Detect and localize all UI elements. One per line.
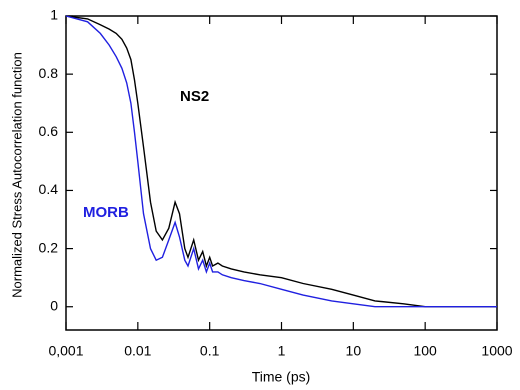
y-tick-label: 0.2 <box>39 239 59 255</box>
x-tick-label: 1 <box>278 343 286 359</box>
x-tick-label: 0.1 <box>200 343 220 359</box>
series-line <box>65 15 497 308</box>
x-tick-label: 0.01 <box>124 343 151 359</box>
plot-frame <box>65 15 498 331</box>
series-label: MORB <box>83 204 129 221</box>
y-tick-label: 0 <box>50 297 58 313</box>
y-tick-label: 1 <box>50 7 58 23</box>
y-tick-label: 0.8 <box>39 65 59 81</box>
series-label: NS2 <box>180 88 209 105</box>
y-tick-label: 0.4 <box>39 181 59 197</box>
x-tick-label: 1000 <box>481 343 512 359</box>
y-tick-label: 0.6 <box>39 123 59 139</box>
x-tick-label: 0,001 <box>48 343 83 359</box>
series-line <box>65 15 497 308</box>
x-tick-label: 100 <box>413 343 437 359</box>
x-axis-label: Time (ps) <box>252 369 311 385</box>
y-axis-label: Normalized Stress Autocorrelation functi… <box>9 52 24 298</box>
x-tick-label: 10 <box>346 343 362 359</box>
